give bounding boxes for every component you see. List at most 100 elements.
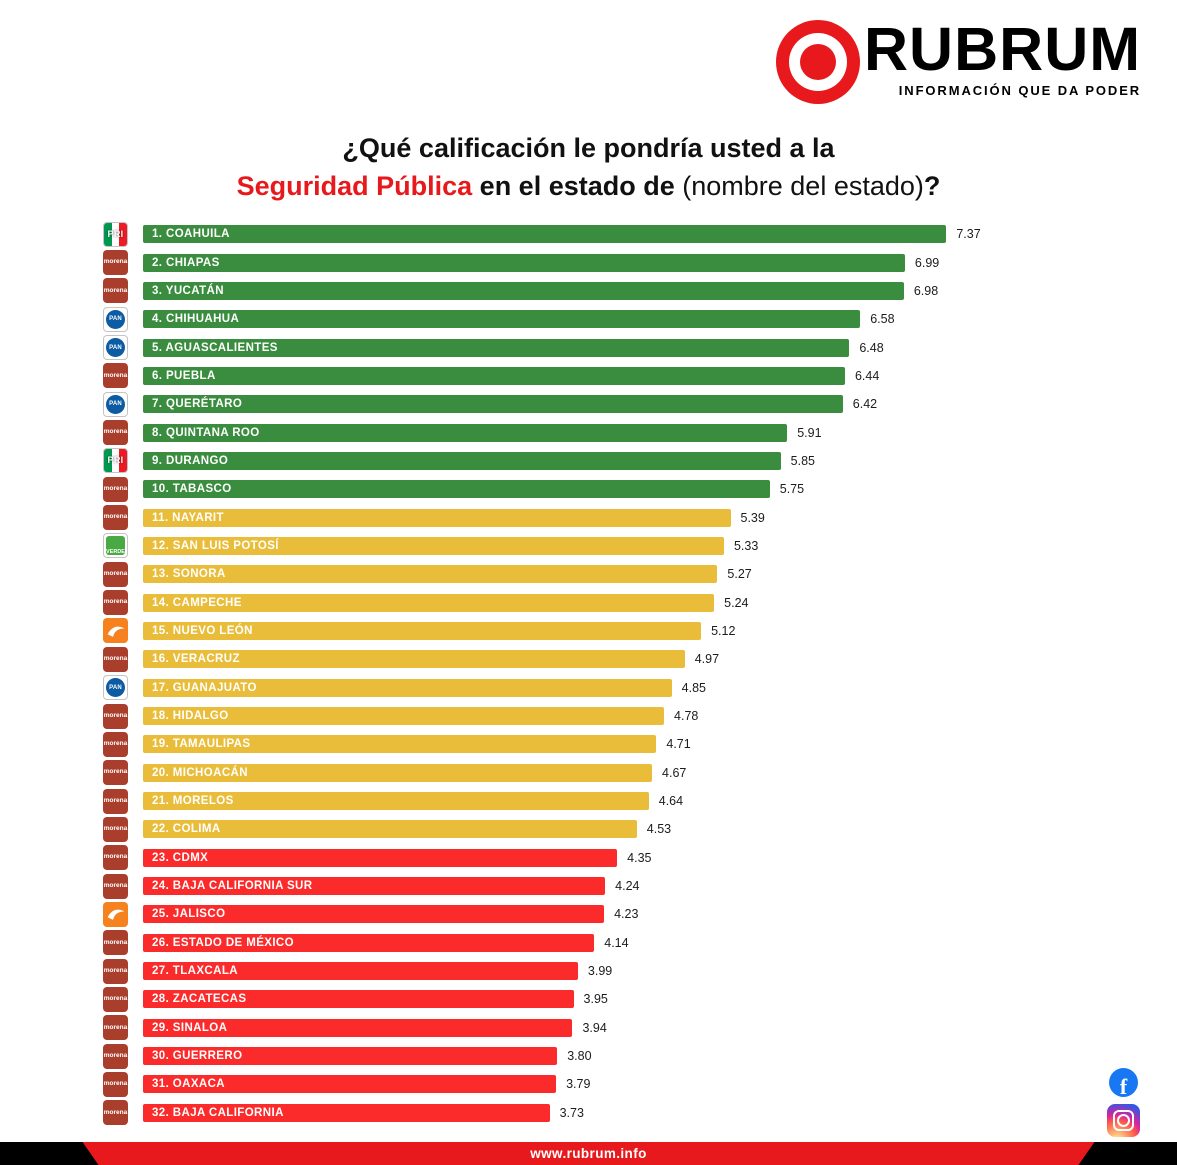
bar: 13. SONORA bbox=[143, 565, 718, 584]
title-bold-text: en el estado de bbox=[472, 171, 683, 201]
chart-row: MORENA 2. CHIAPAS 6.99 bbox=[103, 248, 981, 276]
chart-row: MORENA 11. NAYARIT 5.39 bbox=[103, 503, 981, 531]
pan-party-icon: PAN bbox=[103, 391, 128, 417]
bar-label: 22. COLIMA bbox=[152, 823, 221, 836]
bar-value: 4.23 bbox=[614, 907, 639, 922]
bar-label: 29. SINALOA bbox=[152, 1021, 228, 1034]
morena-party-icon: MORENA bbox=[103, 278, 128, 304]
morena-party-icon: MORENA bbox=[103, 363, 128, 389]
morena-party-icon: MORENA bbox=[103, 590, 128, 616]
bar-value: 6.44 bbox=[854, 368, 880, 383]
chart-row: MORENA 13. SONORA 5.27 bbox=[103, 560, 981, 588]
chart-row: PAN 4. CHIHUAHUA 6.58 bbox=[103, 305, 981, 333]
mc-party-icon bbox=[103, 901, 128, 927]
bar: 5. AGUASCALIENTES bbox=[143, 338, 850, 357]
morena-party-icon: MORENA bbox=[103, 788, 128, 814]
morena-party-icon: MORENA bbox=[103, 476, 128, 502]
bar: 22. COLIMA bbox=[143, 820, 637, 839]
chart-row: 25. JALISCO 4.23 bbox=[103, 900, 981, 928]
facebook-icon[interactable] bbox=[1109, 1068, 1138, 1097]
bar-value: 4.85 bbox=[681, 680, 706, 695]
bar-label: 2. CHIAPAS bbox=[152, 256, 220, 269]
bar: 16. VERACRUZ bbox=[143, 650, 685, 669]
bar-value: 5.75 bbox=[779, 482, 805, 497]
bar: 14. CAMPECHE bbox=[143, 593, 715, 612]
chart-row: MORENA 28. ZACATECAS 3.95 bbox=[103, 985, 981, 1013]
bar-label: 32. BAJA CALIFORNIA bbox=[152, 1106, 284, 1119]
bar: 32. BAJA CALIFORNIA bbox=[143, 1103, 550, 1122]
bar-label: 31. OAXACA bbox=[152, 1078, 226, 1091]
morena-party-icon: MORENA bbox=[103, 646, 128, 672]
pan-party-icon: PAN bbox=[103, 675, 128, 701]
chart-row: MORENA 18. HIDALGO 4.78 bbox=[103, 702, 981, 730]
bar-label: 13. SONORA bbox=[152, 568, 226, 581]
brand-header: RUBRUM INFORMACIÓN QUE DA PODER bbox=[776, 19, 1142, 104]
bar: 28. ZACATECAS bbox=[143, 990, 574, 1009]
morena-party-icon: MORENA bbox=[103, 1043, 128, 1069]
bar-label: 10. TABASCO bbox=[152, 483, 232, 496]
bar-value: 3.73 bbox=[559, 1105, 584, 1120]
bar: 19. TAMAULIPAS bbox=[143, 735, 657, 754]
bar-value: 7.37 bbox=[956, 227, 981, 242]
chart-row: VERDE 12. SAN LUIS POTOSÍ 5.33 bbox=[103, 532, 981, 560]
instagram-icon[interactable] bbox=[1107, 1104, 1140, 1137]
bar-label: 28. ZACATECAS bbox=[152, 993, 247, 1006]
morena-party-icon: MORENA bbox=[103, 703, 128, 729]
chart: PRI 1. COAHUILA 7.37 MORENA 2. CHIAPAS 6… bbox=[103, 220, 981, 1127]
pan-party-icon: PAN bbox=[103, 335, 128, 361]
bar-value: 5.39 bbox=[740, 510, 765, 525]
bar: 15. NUEVO LEÓN bbox=[143, 621, 702, 640]
chart-row: PAN 17. GUANAJUATO 4.85 bbox=[103, 674, 981, 702]
bar: 8. QUINTANA ROO bbox=[143, 423, 788, 442]
pri-party-icon: PRI bbox=[103, 448, 128, 474]
chart-row: MORENA 8. QUINTANA ROO 5.91 bbox=[103, 418, 981, 446]
chart-row: MORENA 20. MICHOACÁN 4.67 bbox=[103, 759, 981, 787]
morena-party-icon: MORENA bbox=[103, 986, 128, 1012]
title-line2: Seguridad Pública en el estado de (nombr… bbox=[0, 171, 1177, 202]
morena-party-icon: MORENA bbox=[103, 731, 128, 757]
bar: 10. TABASCO bbox=[143, 480, 770, 499]
bar-value: 4.97 bbox=[694, 652, 720, 667]
bar-label: 16. VERACRUZ bbox=[152, 653, 240, 666]
bar-label: 11. NAYARIT bbox=[152, 511, 224, 524]
bar: 23. CDMX bbox=[143, 848, 618, 867]
bar-label: 27. TLAXCALA bbox=[152, 965, 238, 978]
bar-label: 26. ESTADO DE MÉXICO bbox=[152, 936, 294, 949]
bar-value: 5.33 bbox=[733, 538, 759, 553]
bar-value: 6.98 bbox=[913, 283, 939, 298]
morena-party-icon: MORENA bbox=[103, 760, 128, 786]
bar: 18. HIDALGO bbox=[143, 707, 665, 726]
chart-row: MORENA 26. ESTADO DE MÉXICO 4.14 bbox=[103, 929, 981, 957]
bar: 17. GUANAJUATO bbox=[143, 678, 672, 697]
bar-value: 4.24 bbox=[615, 879, 640, 894]
bar-value: 3.94 bbox=[582, 1020, 607, 1035]
chart-row: MORENA 27. TLAXCALA 3.99 bbox=[103, 957, 981, 985]
morena-party-icon: MORENA bbox=[103, 1015, 128, 1041]
brand-tagline: INFORMACIÓN QUE DA PODER bbox=[898, 82, 1142, 98]
morena-party-icon: MORENA bbox=[103, 250, 128, 276]
bar: 25. JALISCO bbox=[143, 905, 605, 924]
bar-label: 30. GUERRERO bbox=[152, 1050, 243, 1063]
bar-label: 5. AGUASCALIENTES bbox=[152, 341, 278, 354]
mc-party-icon bbox=[103, 618, 128, 644]
chart-row: MORENA 6. PUEBLA 6.44 bbox=[103, 362, 981, 390]
chart-row: PAN 5. AGUASCALIENTES 6.48 bbox=[103, 333, 981, 361]
chart-row: PAN 7. QUERÉTARO 6.42 bbox=[103, 390, 981, 418]
bar-value: 5.24 bbox=[724, 595, 749, 610]
bar-value: 5.91 bbox=[797, 425, 822, 440]
bar-label: 23. CDMX bbox=[152, 851, 209, 864]
brand-text: RUBRUM INFORMACIÓN QUE DA PODER bbox=[864, 19, 1142, 98]
bar: 27. TLAXCALA bbox=[143, 962, 578, 981]
chart-row: MORENA 29. SINALOA 3.94 bbox=[103, 1014, 981, 1042]
bar: 30. GUERRERO bbox=[143, 1047, 558, 1066]
footer-url[interactable]: www.rubrum.info bbox=[530, 1146, 647, 1161]
bar-value: 6.99 bbox=[914, 255, 940, 270]
bar: 31. OAXACA bbox=[143, 1075, 557, 1094]
bar: 24. BAJA CALIFORNIA SUR bbox=[143, 877, 606, 896]
title-light-text: (nombre del estado) bbox=[682, 171, 924, 201]
bar: 1. COAHUILA bbox=[143, 225, 947, 244]
pan-party-icon: PAN bbox=[103, 306, 128, 332]
morena-party-icon: MORENA bbox=[103, 930, 128, 956]
title-highlight: Seguridad Pública bbox=[236, 171, 473, 201]
bar: 6. PUEBLA bbox=[143, 366, 845, 385]
